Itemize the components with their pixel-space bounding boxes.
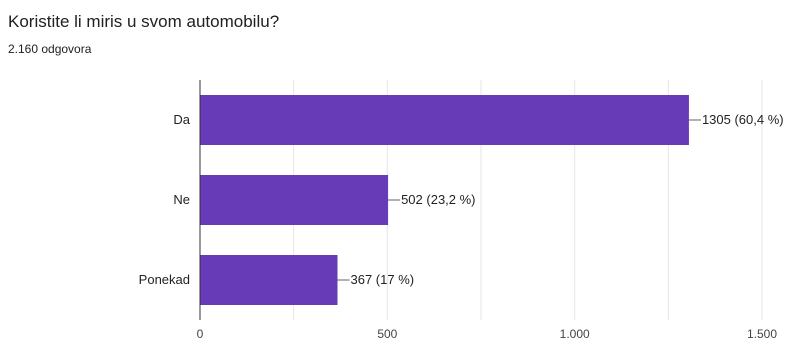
x-tick-label: 1.500: [747, 327, 777, 341]
chart-title: Koristite li miris u svom automobilu?: [8, 12, 280, 31]
x-tick-label: 0: [197, 327, 204, 341]
category-label: Ponekad: [139, 272, 190, 287]
data-label: 1305 (60,4 %): [702, 112, 784, 127]
data-label: 502 (23,2 %): [401, 192, 475, 207]
bar: [200, 175, 389, 225]
category-label: Ne: [173, 192, 190, 207]
bar: [200, 255, 338, 305]
x-tick-label: 1.000: [560, 327, 590, 341]
x-tick-label: 500: [377, 327, 397, 341]
bar: [200, 95, 689, 145]
category-label: Da: [173, 112, 190, 127]
response-count: 2.160 odgovora: [8, 42, 92, 56]
data-label: 367 (17 %): [351, 272, 415, 287]
